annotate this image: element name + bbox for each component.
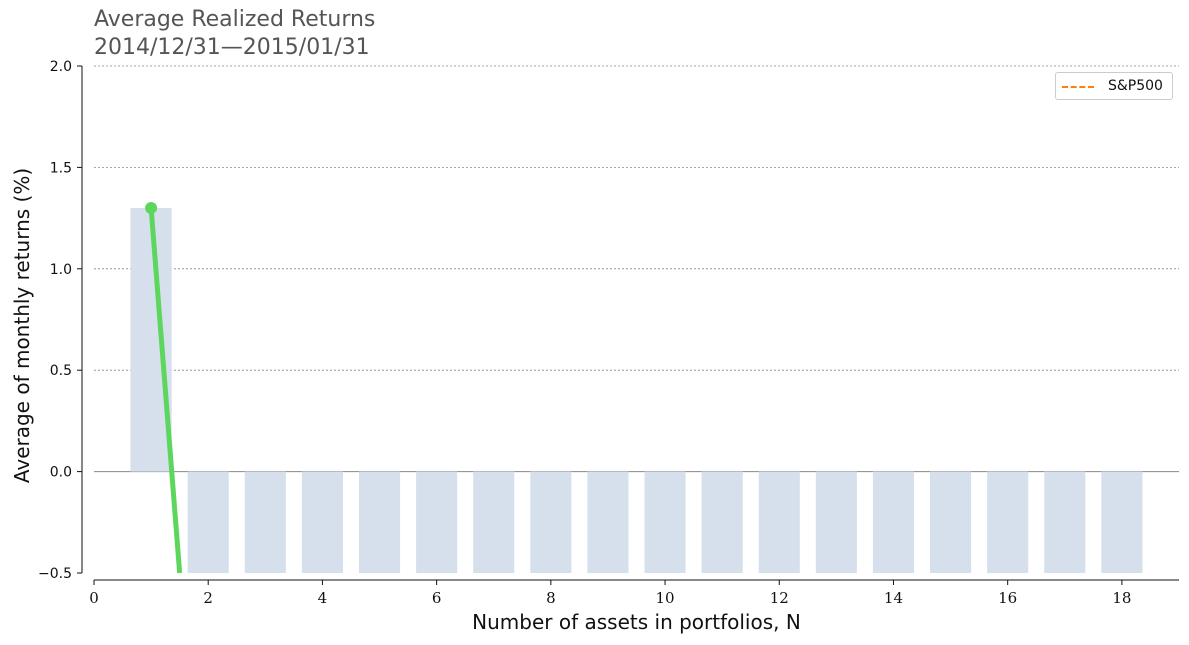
- y-axis-label: Average of monthly returns (%): [10, 168, 34, 483]
- bar-16: [987, 471, 1029, 573]
- x-tick-label: 2: [203, 589, 213, 607]
- bar-6: [416, 471, 458, 573]
- y-tick-label: 1.5: [50, 160, 72, 176]
- bars: [130, 207, 1143, 573]
- return-line-path: [148, 207, 183, 574]
- return-point-1: [145, 201, 158, 214]
- x-tick-label: 0: [89, 589, 99, 607]
- bar-7: [473, 471, 515, 573]
- bar-13: [815, 471, 857, 573]
- axes: [81, 66, 1179, 581]
- bar-5: [358, 471, 401, 573]
- chart-title: Average Realized Returns 2014/12/31—2015…: [94, 6, 375, 62]
- y-tick-label: 0.5: [50, 363, 72, 379]
- grid-lines: [94, 65, 1179, 473]
- bar-14: [872, 471, 915, 573]
- bar-10: [644, 471, 686, 573]
- y-tick-labels: −0.5 0.0 0.5 1.0 1.5 2.0: [38, 59, 82, 582]
- chart-title-line-1: Average Realized Returns: [94, 7, 376, 32]
- y-tick-label: 1.0: [50, 262, 72, 278]
- legend-label-sp500: S&P500: [1108, 78, 1163, 94]
- y-tick-label: 2.0: [50, 59, 72, 75]
- x-tick-labels: 0 2 4 6 8 10 12 14 16 18: [89, 580, 1131, 607]
- x-tick-label: 16: [998, 589, 1017, 607]
- bar-18: [1101, 471, 1143, 573]
- y-tick-label: −0.5: [38, 566, 72, 582]
- x-tick-label: 14: [884, 589, 903, 607]
- bar-9: [587, 471, 629, 573]
- bar-4: [301, 471, 343, 573]
- bar-11: [701, 471, 743, 573]
- chart-title-line-2: 2014/12/31—2015/01/31: [94, 35, 370, 60]
- bar-8: [530, 471, 572, 573]
- bar-12: [758, 471, 800, 573]
- x-tick-label: 10: [656, 589, 675, 607]
- x-tick-label: 4: [318, 589, 328, 607]
- bar-2: [187, 471, 229, 573]
- legend-swatch-sp500: [1062, 86, 1094, 88]
- bar-1: [130, 207, 172, 472]
- x-tick-label: 12: [770, 589, 789, 607]
- bar-3: [244, 471, 286, 573]
- bar-15: [930, 471, 972, 573]
- bar-17: [1044, 471, 1086, 573]
- return-line: [145, 201, 183, 574]
- x-tick-label: 6: [432, 589, 442, 607]
- y-tick-label: 0.0: [50, 465, 72, 481]
- x-tick-label: 18: [1112, 589, 1131, 607]
- x-axis-label: Number of assets in portfolios, N: [472, 610, 801, 634]
- legend: S&P500: [1055, 72, 1173, 100]
- x-tick-label: 8: [546, 589, 556, 607]
